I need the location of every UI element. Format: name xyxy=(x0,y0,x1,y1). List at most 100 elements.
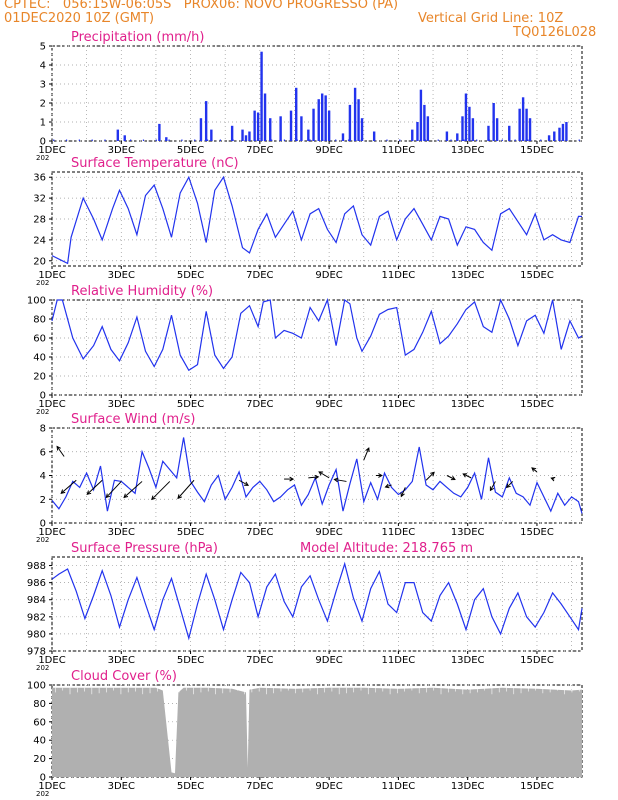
header-grid-line-note: Vertical Grid Line: 10Z xyxy=(418,11,564,26)
header-run-time: 01DEC2020 10Z (GMT) xyxy=(4,11,155,26)
precip-bar xyxy=(561,123,565,141)
precip-bar-trace xyxy=(360,139,362,141)
x-tick-label: 1DEC xyxy=(38,527,65,538)
cloud-cover-area xyxy=(52,687,582,777)
wind-vector-head xyxy=(244,481,250,486)
x-tick-label: 13DEC xyxy=(451,527,485,538)
y-tick-label: 980 xyxy=(27,629,46,640)
x-tick-label: 7DEC xyxy=(246,145,273,156)
x-tick-label: 11DEC xyxy=(382,145,416,156)
panel-title: Precipitation (mm/h) xyxy=(71,30,204,45)
y-tick-label: 4 xyxy=(40,471,46,482)
wind-vector-head xyxy=(289,476,295,482)
x-tick-label: 15DEC xyxy=(520,781,554,792)
precip-bar xyxy=(525,108,528,141)
wind-vector-head xyxy=(333,477,339,483)
precip-bar xyxy=(353,87,357,141)
wind-vector xyxy=(177,479,195,499)
precip-bar-trace xyxy=(488,139,491,141)
wind-vector xyxy=(60,479,77,494)
wind-vector-head xyxy=(505,483,511,489)
y-tick-label: 60 xyxy=(33,717,46,728)
precip-bar xyxy=(116,129,120,141)
y-tick-label: 0 xyxy=(40,137,46,148)
x-tick-label: 15DEC xyxy=(520,399,554,410)
x-tick-label: 9DEC xyxy=(315,781,342,792)
precip-bar-trace xyxy=(91,139,93,141)
precip-bar xyxy=(461,116,464,141)
y-tick-label: 100 xyxy=(27,296,46,307)
wind-vector xyxy=(238,479,249,486)
wind-vector xyxy=(318,471,330,479)
y-tick-label: 80 xyxy=(33,315,46,326)
precip-bar xyxy=(553,131,556,141)
precip-bar xyxy=(416,122,419,141)
precip-bar xyxy=(320,93,324,141)
y-tick-label: 982 xyxy=(27,612,46,623)
y-tick-label: 20 xyxy=(33,256,46,267)
precip-bar-trace xyxy=(206,139,209,141)
precip-bar xyxy=(165,137,168,141)
precip-bar xyxy=(445,131,449,141)
y-tick-label: 24 xyxy=(33,235,46,246)
y-tick-label: 6 xyxy=(40,447,46,458)
precip-bar-trace xyxy=(373,139,375,141)
panel-title: Surface Pressure (hPa) xyxy=(71,541,218,556)
wind-vector-head xyxy=(531,467,536,472)
precip-bar xyxy=(341,133,345,141)
wind-vector xyxy=(308,476,319,479)
x-tick-label: 1DEC xyxy=(38,655,65,666)
wind-vector-head xyxy=(123,493,129,499)
precip-bar-trace xyxy=(168,139,170,141)
precip-bar-trace xyxy=(514,139,516,141)
panel-3 xyxy=(49,297,583,398)
precip-bar xyxy=(456,133,459,141)
precip-bar-trace xyxy=(283,139,286,141)
precip-bar xyxy=(260,51,263,142)
x-tick-label: 13DEC xyxy=(451,399,485,410)
precip-bar xyxy=(360,118,364,141)
wind-vector xyxy=(123,481,143,498)
precip-bar-trace xyxy=(463,139,465,141)
x-tick-label: 15DEC xyxy=(520,270,554,281)
precip-bar xyxy=(248,131,251,141)
precip-bar-trace xyxy=(450,139,452,141)
x-tick-label: 9DEC xyxy=(315,655,342,666)
precip-bar-trace xyxy=(219,139,221,141)
precip-bar-trace xyxy=(104,139,106,141)
precip-bar-trace xyxy=(155,139,157,141)
x-tick-label: 13DEC xyxy=(451,655,485,666)
precip-bar xyxy=(426,116,430,141)
precip-bar-trace xyxy=(399,139,401,141)
y-tick-label: 984 xyxy=(27,595,46,606)
wind-vector xyxy=(86,479,103,495)
wind-vector-head xyxy=(450,475,456,481)
precip-bar-trace xyxy=(271,139,273,141)
series-line xyxy=(51,297,583,372)
x-tick-label: 5DEC xyxy=(177,527,204,538)
precip-bar-trace xyxy=(232,139,234,141)
x-tick-label: 7DEC xyxy=(246,270,273,281)
precip-bar-trace xyxy=(258,139,260,141)
precip-bar xyxy=(307,129,310,141)
x-tick-label: 13DEC xyxy=(451,270,485,281)
x-year-fragment: 202 xyxy=(36,664,49,672)
x-tick-label: 9DEC xyxy=(315,145,342,156)
precip-bar-trace xyxy=(476,139,478,141)
precip-bar xyxy=(241,129,244,141)
y-tick-label: 60 xyxy=(33,334,46,345)
precip-bar xyxy=(295,87,298,141)
precip-bar xyxy=(508,125,511,141)
panel-1 xyxy=(49,45,583,144)
wind-vector-head xyxy=(56,445,61,451)
precip-bar xyxy=(253,110,256,141)
x-tick-label: 1DEC xyxy=(38,270,65,281)
x-tick-label: 5DEC xyxy=(177,145,204,156)
x-tick-label: 9DEC xyxy=(315,527,342,538)
panel-title: Cloud Cover (%) xyxy=(71,669,177,684)
wind-vector-head xyxy=(378,473,383,478)
precip-bar-trace xyxy=(117,139,119,141)
x-tick-label: 11DEC xyxy=(382,399,416,410)
x-year-fragment: 202 xyxy=(36,536,49,544)
